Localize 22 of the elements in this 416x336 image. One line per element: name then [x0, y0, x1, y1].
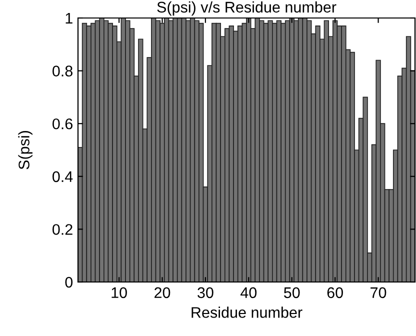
chart-title: S(psi) v/s Residue number	[157, 1, 336, 16]
x-tick-label: 20	[154, 287, 170, 298]
bar	[138, 38, 144, 282]
y-tick-label: 1	[66, 13, 72, 24]
y-tick-label: 0.2	[52, 224, 72, 235]
x-tick-label: 70	[370, 287, 386, 298]
y-tick-label: 0.8	[52, 66, 72, 76]
y-tick-label: 0	[65, 276, 73, 288]
x-tick-label: 10	[112, 287, 127, 298]
bar	[160, 22, 165, 282]
bar	[332, 20, 338, 282]
bar	[246, 18, 252, 282]
x-tick-label: 40	[240, 287, 257, 298]
bar	[362, 96, 368, 282]
x-tick-label: 60	[327, 287, 343, 298]
y-tick-label: 0.4	[52, 171, 73, 182]
bar	[376, 60, 381, 282]
y-tick-label: 0.6	[52, 118, 72, 130]
x-tick-label: 50	[284, 287, 300, 298]
y-axis-title: S(psi)	[18, 131, 32, 170]
x-tick-label: 30	[198, 287, 214, 298]
x-axis-title: Residue number	[192, 306, 302, 318]
